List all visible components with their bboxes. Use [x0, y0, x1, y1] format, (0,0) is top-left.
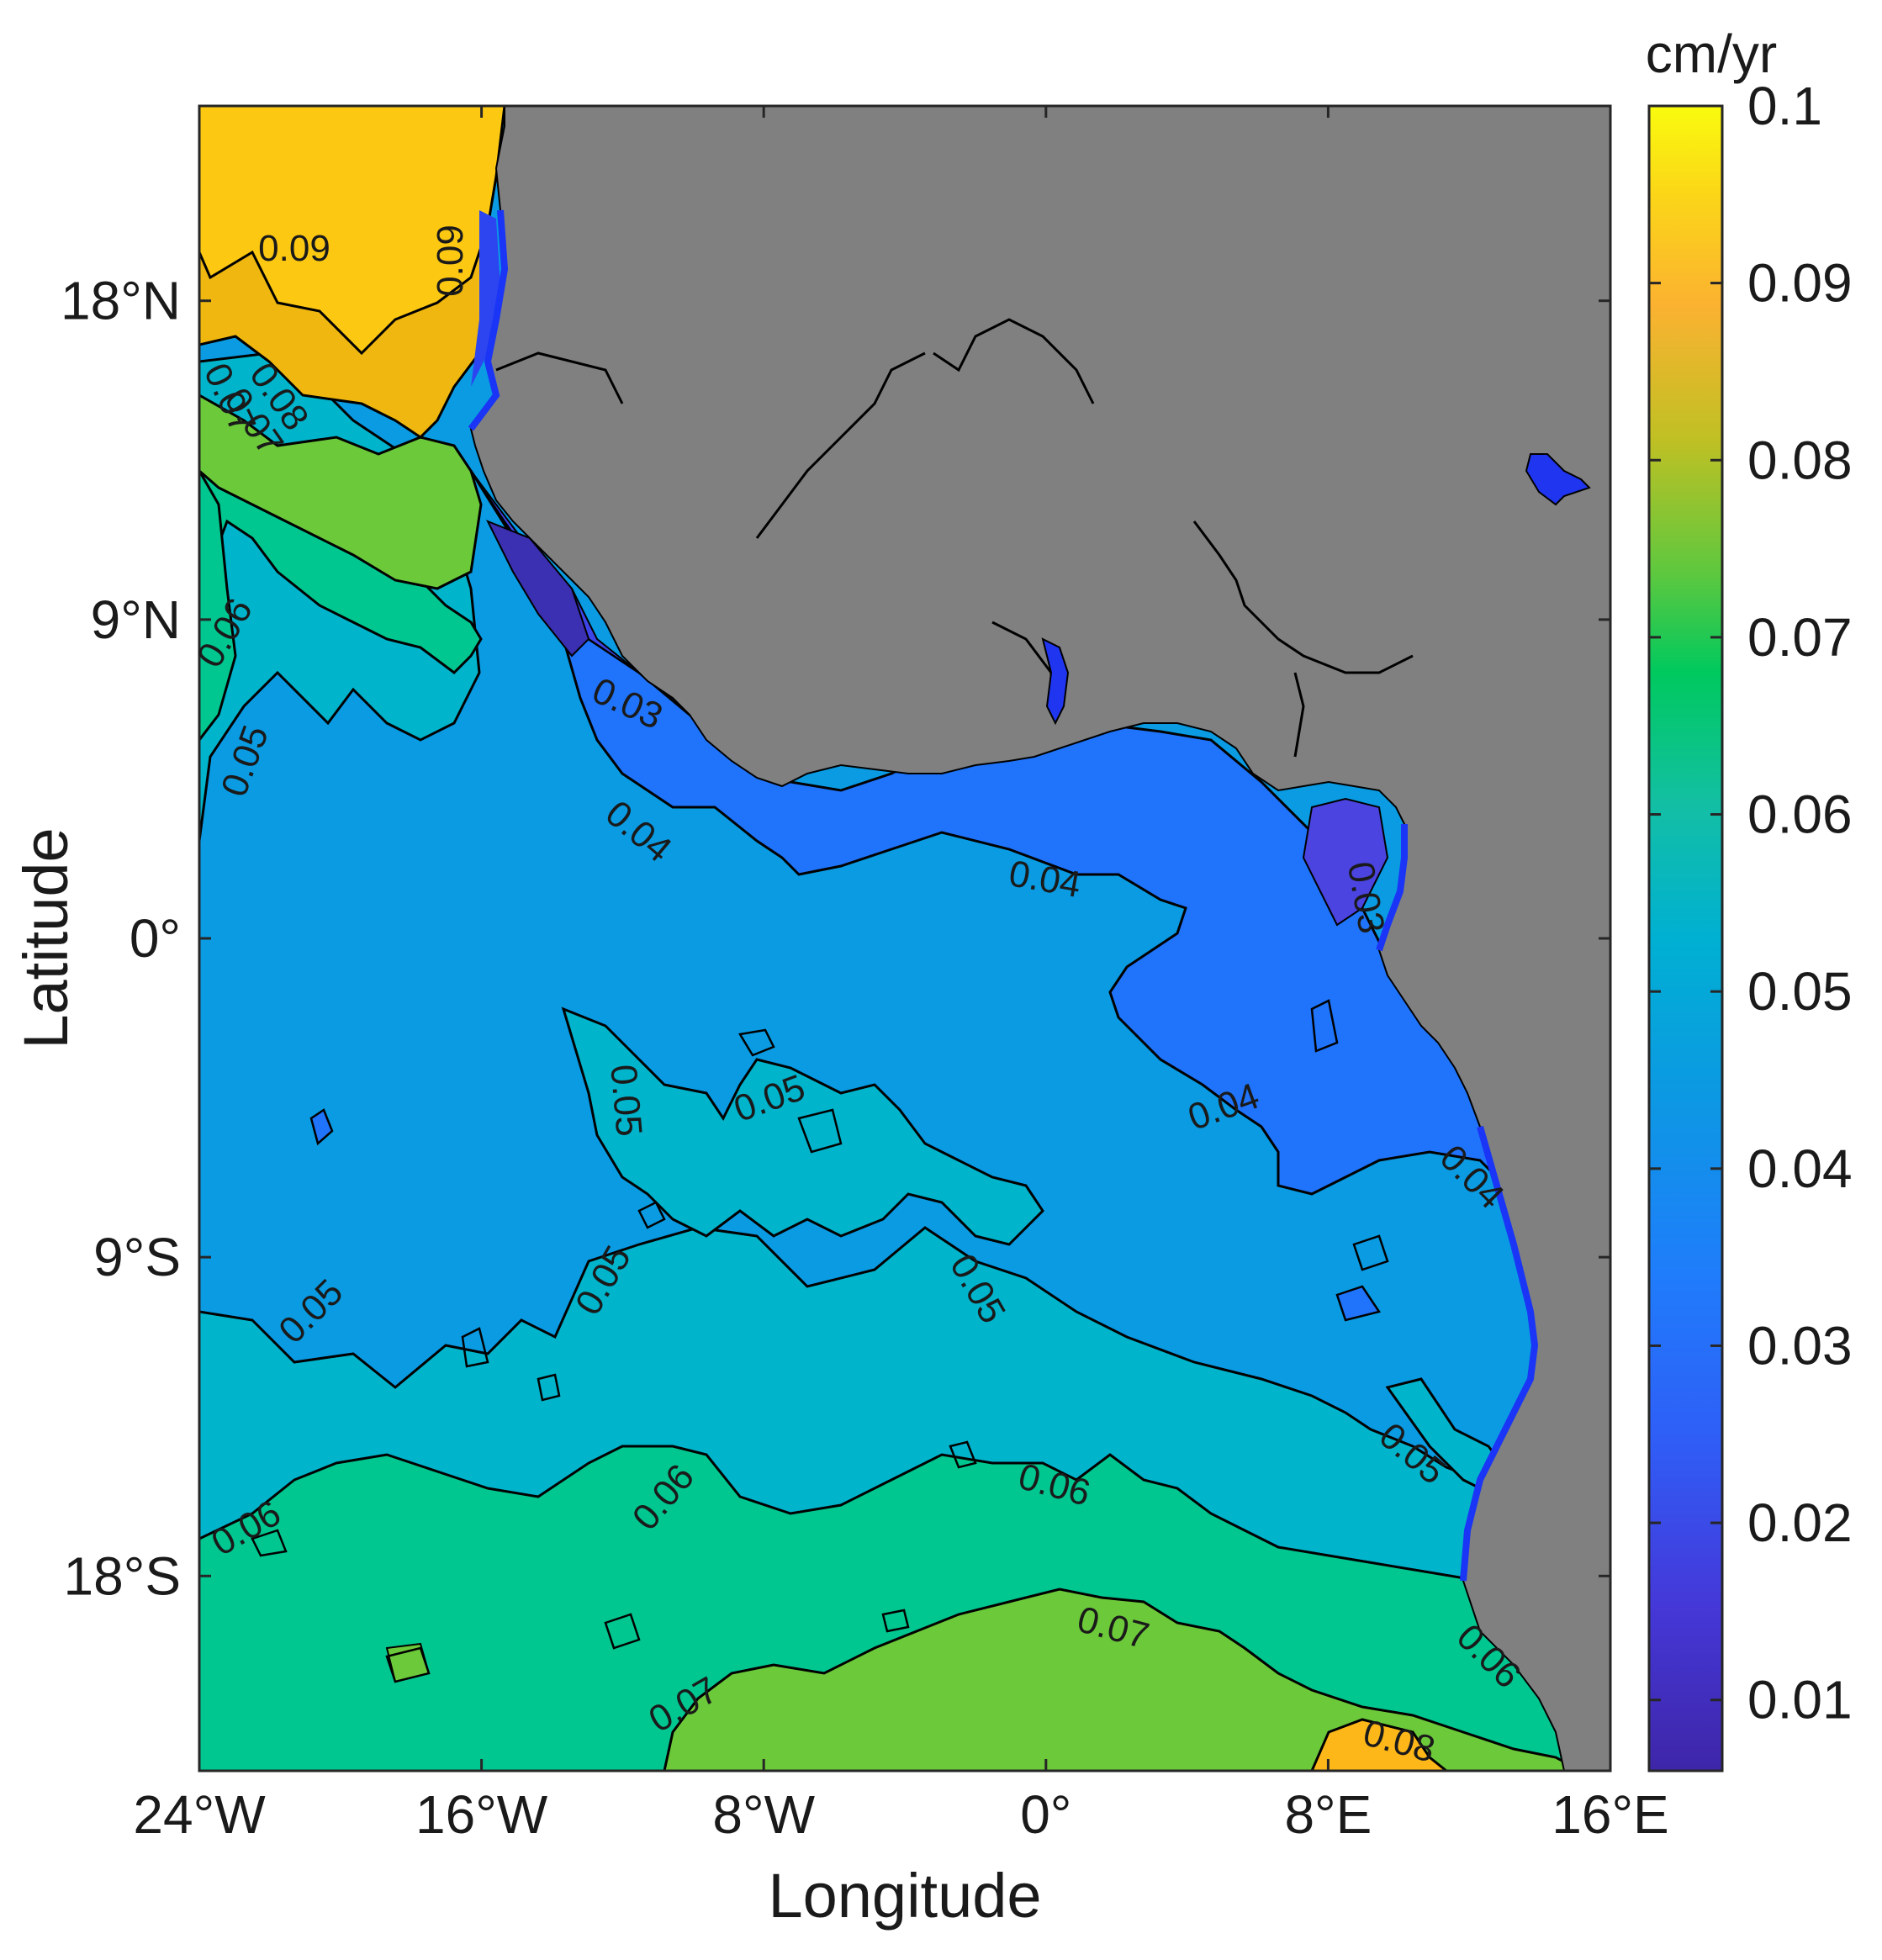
lake-volta [1041, 637, 1070, 726]
contour-band-0.07-north [199, 394, 483, 590]
colorbar-tick-label: 0.05 [1747, 961, 1853, 1022]
colorbar-unit: cm/yr [1646, 24, 1777, 84]
colorbar [1647, 104, 1724, 1772]
x-axis-title: Longitude [768, 1861, 1041, 1931]
contour-band-0.02-gulf [1302, 797, 1389, 927]
contour-band-0.01-bay [485, 520, 590, 658]
coastal-edge [468, 209, 1539, 1582]
y-tick-label: 0° [130, 908, 181, 969]
y-tick-label: 18°S [64, 1545, 181, 1606]
sea-level-trend-field [199, 106, 1610, 1771]
x-tick-label: 24°W [133, 1784, 266, 1845]
contour-band-0.09-north [199, 106, 506, 356]
y-tick-label: 18°N [61, 271, 181, 331]
colorbar-tick-label: 0.04 [1747, 1138, 1853, 1199]
y-tick-label: 9°N [91, 589, 181, 650]
x-tick-label: 8°E [1284, 1784, 1372, 1845]
lake-chad [1525, 453, 1591, 506]
axis-tick-marks [198, 106, 1612, 1771]
colorbar-tick-labels: 0.1 0.09 0.08 0.07 0.06 0.05 0.04 0.03 0… [1747, 76, 1853, 1730]
colorbar-tick-label: 0.02 [1747, 1492, 1853, 1553]
y-tick-label: 9°S [93, 1227, 181, 1287]
x-tick-label: 8°W [712, 1784, 815, 1845]
colorbar-tick-label: 0.1 [1747, 76, 1822, 136]
rivers-and-lakes [495, 318, 1414, 758]
contour-label: 0.09 [430, 225, 471, 297]
contour-band-0.06-westedge [199, 468, 237, 742]
x-tick-labels: 24°W 16°W 8°W 0° 8°E 16°E [133, 1784, 1668, 1845]
colorbar-tick-marks [1649, 104, 1722, 1702]
x-tick-label: 16°W [415, 1784, 548, 1845]
colorbar-tick-label: 0.06 [1747, 785, 1853, 845]
contour-band-0.08-south [1310, 1718, 1449, 1771]
colorbar-tick-label: 0.01 [1747, 1670, 1853, 1730]
x-tick-label: 16°E [1552, 1784, 1668, 1845]
minor-contour-islands [251, 999, 1389, 1683]
contour-label: 0.05 [602, 1063, 649, 1138]
colorbar-tick-label: 0.07 [1747, 607, 1853, 668]
contour-band-0.02-north [471, 210, 500, 387]
contour-label: 0.09 [258, 228, 330, 269]
x-tick-label: 0° [1020, 1784, 1071, 1845]
colorbar-tick-label: 0.03 [1747, 1315, 1853, 1376]
colorbar-tick-label: 0.09 [1747, 253, 1853, 314]
y-tick-labels: 18°N 9°N 0° 9°S 18°S [61, 271, 181, 1607]
colorbar-tick-label: 0.08 [1747, 430, 1853, 490]
y-axis-title: Latitude [11, 827, 81, 1049]
